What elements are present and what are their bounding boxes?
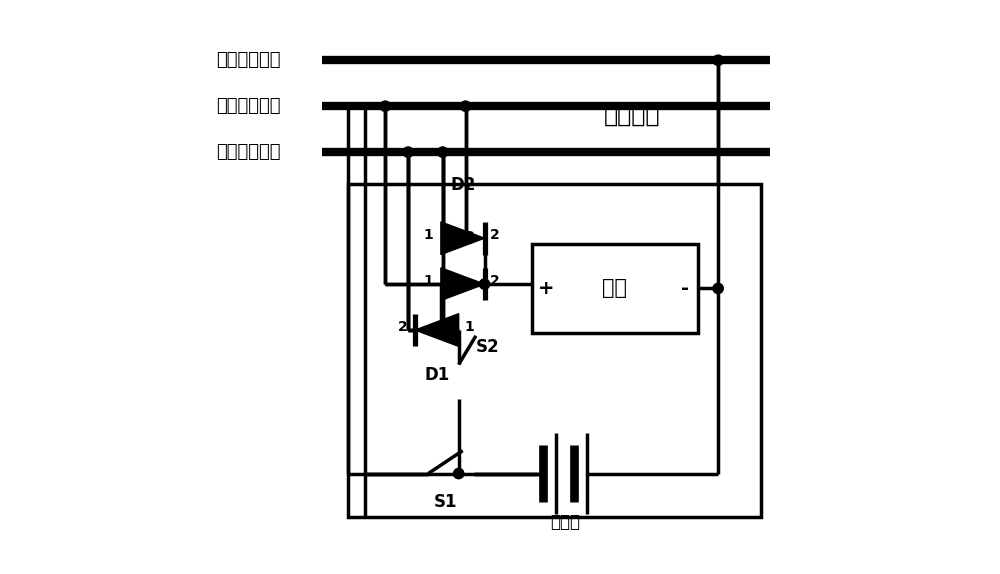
Text: 电池开机总线: 电池开机总线 — [216, 143, 280, 161]
Text: D1: D1 — [424, 366, 449, 384]
Text: 电池总线负端: 电池总线负端 — [216, 51, 280, 69]
Text: 负载: 负载 — [602, 278, 627, 298]
Text: 1: 1 — [464, 320, 474, 334]
Text: S2: S2 — [476, 338, 499, 356]
Polygon shape — [415, 313, 459, 347]
Circle shape — [403, 147, 413, 157]
Text: 电池模块: 电池模块 — [604, 103, 660, 127]
Polygon shape — [441, 222, 485, 255]
Text: 2: 2 — [490, 228, 500, 242]
Text: 1: 1 — [423, 228, 433, 242]
Circle shape — [460, 101, 471, 111]
Text: 电池组: 电池组 — [550, 513, 580, 532]
Text: D2: D2 — [450, 176, 475, 194]
Circle shape — [437, 147, 448, 157]
Bar — [348, 184, 761, 517]
Bar — [532, 244, 698, 333]
Circle shape — [479, 279, 490, 289]
Polygon shape — [441, 267, 485, 301]
Text: 电池总线正端: 电池总线正端 — [216, 97, 280, 115]
Circle shape — [713, 284, 723, 294]
Text: -: - — [681, 279, 689, 298]
Circle shape — [380, 101, 390, 111]
Circle shape — [454, 468, 464, 479]
Circle shape — [713, 55, 723, 65]
Text: 1: 1 — [423, 274, 433, 288]
Text: 2: 2 — [490, 274, 500, 288]
Text: D3: D3 — [450, 230, 475, 249]
Text: S1: S1 — [434, 493, 457, 511]
Text: +: + — [538, 279, 554, 298]
Text: 2: 2 — [398, 320, 407, 334]
